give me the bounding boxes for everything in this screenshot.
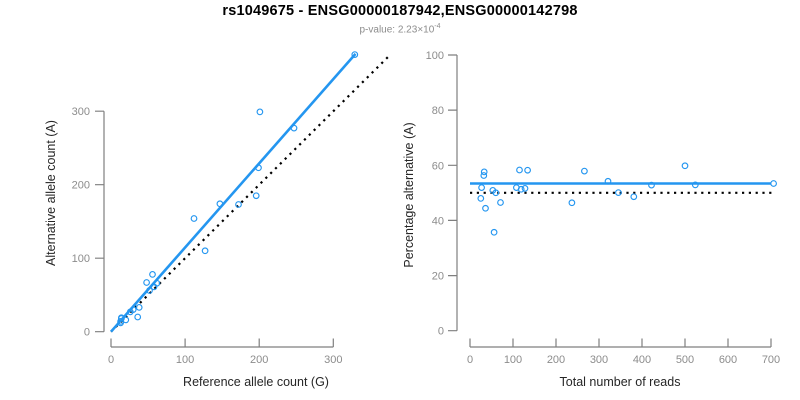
data-point <box>201 247 209 255</box>
data-point <box>256 108 264 116</box>
x-tick-label: 300 <box>590 354 608 366</box>
data-point <box>681 162 689 170</box>
data-point <box>517 185 525 193</box>
right-scatter-plot: 0 100 200 300 400 500 600 700 0 20 40 60 80 100 Total … <box>402 50 780 389</box>
y-axis <box>448 54 458 332</box>
data-point <box>290 124 298 132</box>
data-point <box>235 201 242 208</box>
p-value-exponent: -4 <box>434 23 441 30</box>
data-point <box>604 177 612 185</box>
x-tick-label: 300 <box>324 354 342 366</box>
data-point <box>691 181 699 189</box>
data-point <box>255 164 262 172</box>
data-point <box>143 279 150 286</box>
data-point <box>129 306 137 313</box>
x-axis <box>469 338 772 348</box>
x-tick-label: 500 <box>676 354 694 366</box>
data-point <box>480 172 488 179</box>
data-point <box>134 313 142 321</box>
data-point <box>497 199 504 206</box>
data-point <box>615 189 622 196</box>
data-point <box>568 199 576 207</box>
figure-subtitle: p-value: 2.23×10-4 <box>0 23 800 35</box>
data-point <box>135 304 143 311</box>
p-value-mantissa: 2.23 <box>397 24 418 36</box>
data-point <box>482 204 489 212</box>
data-point <box>149 271 156 278</box>
y-tick-label: 60 <box>432 160 444 172</box>
y-tick-label: 300 <box>72 106 90 118</box>
data-point <box>630 193 638 201</box>
x-tick-label: 200 <box>547 354 565 366</box>
p-value-times-base: ×10 <box>417 24 435 36</box>
p-value-prefix: p-value: <box>359 24 398 36</box>
data-point <box>490 228 498 236</box>
data-point <box>521 185 529 192</box>
y-tick-label: 100 <box>72 253 90 265</box>
figure-title: rs1049675 - ENSG00000187942,ENSG00000142… <box>222 3 578 19</box>
data-point <box>516 166 523 174</box>
x-tick-label: 700 <box>762 354 780 366</box>
x-tick-label: 100 <box>176 354 194 366</box>
data-point <box>648 181 655 189</box>
y-tick-label: 100 <box>426 50 444 62</box>
x-tick-label: 600 <box>719 354 737 366</box>
data-point <box>252 192 260 200</box>
fit-line <box>110 53 357 333</box>
data-point <box>477 195 485 202</box>
x-tick-label: 400 <box>633 354 651 366</box>
y-tick-label: 80 <box>432 105 444 117</box>
x-tick-label: 100 <box>504 354 522 366</box>
x-tick-label: 0 <box>467 354 473 366</box>
x-axis-label: Total number of reads <box>560 375 681 389</box>
y-tick-label: 40 <box>432 215 444 227</box>
data-point <box>122 316 130 324</box>
data-point <box>146 287 153 294</box>
y-tick-label: 0 <box>84 327 90 339</box>
y-tick-label: 20 <box>432 271 444 283</box>
data-point <box>216 200 224 208</box>
y-axis-label: Alternative allele count (A) <box>44 120 58 266</box>
y-axis-label: Percentage alternative (A) <box>402 122 416 267</box>
data-point <box>190 215 198 222</box>
x-tick-label: 0 <box>108 354 114 366</box>
y-axis <box>95 110 105 333</box>
data-point <box>478 184 485 191</box>
data-point <box>524 166 531 174</box>
x-axis-label: Reference allele count (G) <box>183 375 329 389</box>
data-point <box>480 168 488 176</box>
x-axis <box>110 338 334 348</box>
data-point <box>492 189 500 197</box>
data-point <box>153 279 161 287</box>
data-point <box>770 180 777 187</box>
left-scatter-plot: 0 100 200 300 0 100 200 300 Reference allele cou… <box>44 51 390 389</box>
y-tick-label: 0 <box>438 326 444 338</box>
x-tick-label: 200 <box>250 354 268 366</box>
data-point <box>351 51 359 58</box>
y-tick-label: 200 <box>72 180 90 192</box>
data-point <box>581 167 588 175</box>
